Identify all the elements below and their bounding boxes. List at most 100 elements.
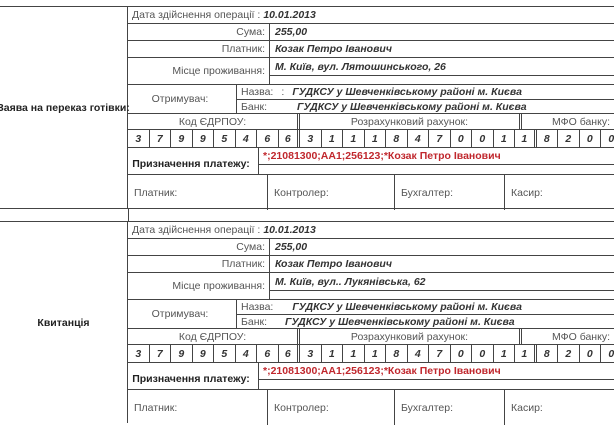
recipient-name-value: ГУДКСУ у Шевченківському районі м. Києва (292, 301, 522, 313)
mfo-digit: 2 (558, 345, 580, 362)
sum-value: 255,00 (275, 241, 308, 253)
mfo-digit: 8 (537, 130, 558, 147)
address-value: М. Київ, вул.. Лукянівська, 62 (270, 273, 614, 291)
account-digit: 1 (365, 345, 386, 362)
cashier-signature: Касир: (511, 186, 543, 199)
section-divider (0, 208, 614, 221)
address-value: М. Київ, вул. Лятошинського, 26 (270, 58, 614, 76)
account-digit: 0 (451, 345, 472, 362)
purpose-label: Призначення платежу: (128, 363, 259, 389)
recipient-name-label: Назва: (241, 86, 274, 98)
edrpou-digit: 9 (171, 130, 193, 147)
account-digit: 7 (429, 345, 451, 362)
payer-label: Платник: (128, 41, 270, 57)
recipient-name-sep: : (281, 86, 285, 98)
account-label: Розрахунковий рахунок: (300, 329, 522, 344)
edrpou-digit: 6 (257, 130, 279, 147)
edrpou-digit: 5 (214, 345, 236, 362)
account-label: Розрахунковий рахунок: (300, 114, 522, 129)
mfo-label: МФО банку: (552, 330, 610, 343)
date-label: Дата здійснення операції : (132, 9, 261, 21)
edrpou-digit: 9 (171, 345, 193, 362)
payer-signature: Платник: (128, 175, 268, 210)
edrpou-digit: 3 (128, 345, 150, 362)
account-digit: 1 (494, 345, 515, 362)
sum-label: Сума: (128, 24, 270, 40)
account-digit: 0 (451, 130, 472, 147)
form-section: Квитанція Дата здійснення операції :10.0… (0, 221, 614, 425)
section-title: Квитанція (0, 222, 128, 423)
accountant-signature: Бухгалтер: (395, 175, 505, 210)
date-row: Дата здійснення операції :10.01.2013 (128, 222, 614, 239)
accountant-signature: Бухгалтер: (395, 390, 505, 425)
account-digit: 7 (429, 130, 451, 147)
bank-value: ГУДКСУ у Шевченківському районі м. Києва (285, 315, 515, 328)
payer-value: Козак Петро Іванович (275, 258, 392, 270)
edrpou-digit: 6 (257, 345, 279, 362)
account-digit: 8 (386, 345, 408, 362)
edrpou-digit: 4 (236, 345, 257, 362)
digits-row: 379954663111847001182001 (128, 130, 614, 148)
edrpou-digit: 7 (150, 130, 171, 147)
date-row: Дата здійснення операції :10.01.2013 (128, 7, 614, 24)
edrpou-digit: 6 (279, 130, 300, 147)
date-value: 10.01.2013 (263, 224, 316, 236)
recipient-label: Отримувач: (128, 300, 237, 328)
edrpou-digit: 6 (279, 345, 300, 362)
account-digit: 0 (472, 345, 494, 362)
date-label: Дата здійснення операції : (132, 224, 261, 236)
payer-value: Козак Петро Іванович (275, 43, 392, 55)
edrpou-digit: 9 (193, 345, 214, 362)
account-digit: 3 (300, 130, 322, 147)
account-digit: 1 (515, 345, 537, 362)
recipient-label: Отримувач: (128, 85, 237, 113)
account-digit: 1 (343, 130, 365, 147)
cashier-signature: Касир: (511, 401, 543, 414)
account-digit: 1 (322, 345, 343, 362)
edrpou-digit: 9 (193, 130, 214, 147)
sum-value: 255,00 (275, 26, 308, 38)
recipient-name-value: ГУДКСУ у Шевченківському районі м. Києва (292, 86, 522, 98)
controller-signature: Контролер: (268, 390, 395, 425)
controller-signature: Контролер: (268, 175, 395, 210)
recipient-name-label: Назва: (241, 301, 274, 313)
mfo-digit: 0 (580, 345, 601, 362)
edrpou-digit: 3 (128, 130, 150, 147)
account-digit: 1 (322, 130, 343, 147)
payer-label: Платник: (128, 256, 270, 272)
account-digit: 1 (494, 130, 515, 147)
account-digit: 4 (408, 345, 429, 362)
digits-row: 379954663111847001182001 (128, 345, 614, 363)
date-value: 10.01.2013 (263, 9, 316, 21)
bank-label: Банк: (241, 100, 268, 113)
account-digit: 3 (300, 345, 322, 362)
edrpou-label: Код ЄДРПОУ: (128, 114, 300, 129)
mfo-label: МФО банку: (552, 115, 610, 128)
account-digit: 1 (515, 130, 537, 147)
account-digit: 8 (386, 130, 408, 147)
purpose-value: *;21081300;АА1;256123;*Козак Петро Івано… (259, 148, 614, 165)
edrpou-label: Код ЄДРПОУ: (128, 329, 300, 344)
address-label: Місце проживання: (128, 273, 270, 299)
account-digit: 0 (472, 130, 494, 147)
mfo-digit: 8 (537, 345, 558, 362)
payer-signature: Платник: (128, 390, 268, 425)
account-digit: 1 (365, 130, 386, 147)
bank-value: ГУДКСУ у Шевченківському районі м. Києва (297, 100, 527, 113)
account-digit: 4 (408, 130, 429, 147)
bank-label: Банк: (241, 315, 268, 328)
sum-label: Сума: (128, 239, 270, 255)
edrpou-digit: 5 (214, 130, 236, 147)
mfo-digit: 0 (601, 345, 614, 362)
edrpou-digit: 4 (236, 130, 257, 147)
account-digit: 1 (343, 345, 365, 362)
address-label: Місце проживання: (128, 58, 270, 84)
section-title: Заява на переказ готівки: (0, 7, 130, 208)
purpose-value: *;21081300;АА1;256123;*Козак Петро Івано… (259, 363, 614, 380)
mfo-digit: 0 (601, 130, 614, 147)
edrpou-digit: 7 (150, 345, 171, 362)
form-section: Заява на переказ готівки: Дата здійсненн… (0, 6, 614, 210)
purpose-label: Призначення платежу: (128, 148, 259, 174)
mfo-digit: 0 (580, 130, 601, 147)
mfo-digit: 2 (558, 130, 580, 147)
